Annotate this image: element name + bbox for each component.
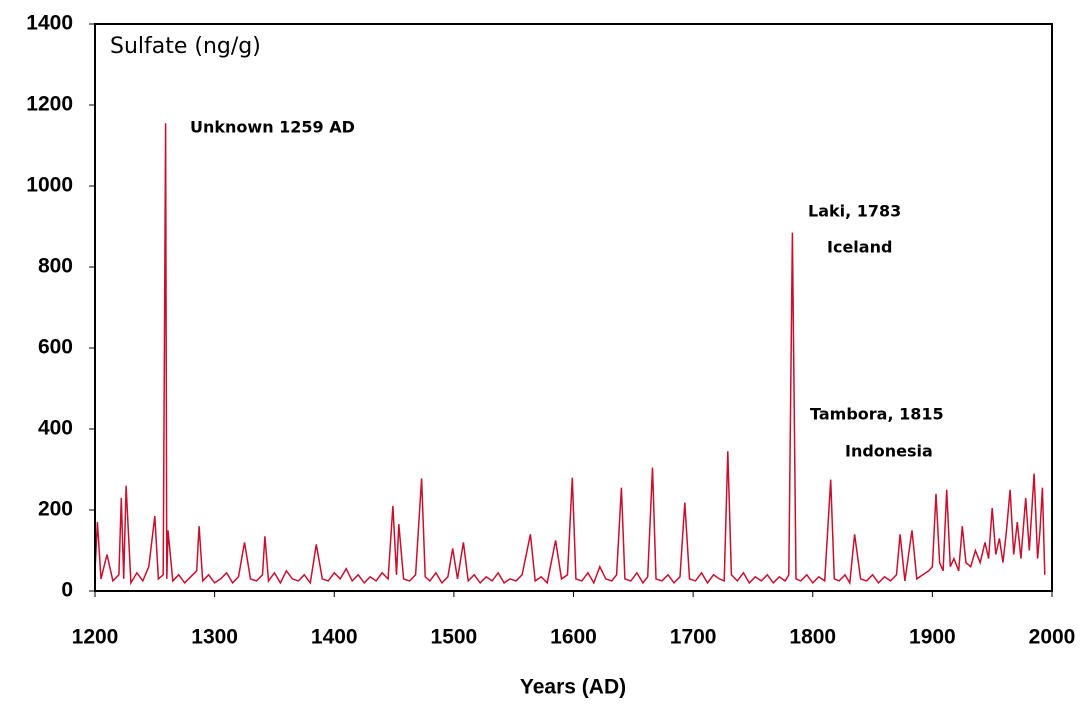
y-tick-label: 200 xyxy=(38,498,73,521)
y-tick-label: 1200 xyxy=(26,93,73,116)
x-tick-label: 1500 xyxy=(431,626,478,649)
x-tick-label: 1700 xyxy=(670,626,717,649)
y-tick-label: 1400 xyxy=(26,12,73,35)
x-tick-label: 2000 xyxy=(1029,626,1076,649)
y-tick-label: 400 xyxy=(38,417,73,440)
y-tick-label: 0 xyxy=(61,579,73,602)
annotation: Tambora, 1815 xyxy=(810,405,944,424)
x-tick-label: 1900 xyxy=(909,626,956,649)
annotation: Laki, 1783 xyxy=(808,202,901,221)
annotation: Iceland xyxy=(827,238,892,257)
y-axis-label: Sulfate (ng/g) xyxy=(110,34,261,59)
plot-frame xyxy=(94,23,1053,592)
line xyxy=(94,123,1046,586)
x-tick-label: 1400 xyxy=(311,626,358,649)
y-tick-label: 600 xyxy=(38,336,73,359)
x-axis-label: Years (AD) xyxy=(520,676,626,699)
y-tick-label: 1000 xyxy=(26,174,73,197)
annotation: Unknown 1259 AD xyxy=(190,118,355,137)
x-tick-label: 1300 xyxy=(191,626,238,649)
y-tick-label: 800 xyxy=(38,255,73,278)
x-tick-label: 1200 xyxy=(72,626,119,649)
annotation: Indonesia xyxy=(845,442,933,461)
x-tick-label: 1800 xyxy=(789,626,836,649)
x-tick-label: 1600 xyxy=(550,626,597,649)
